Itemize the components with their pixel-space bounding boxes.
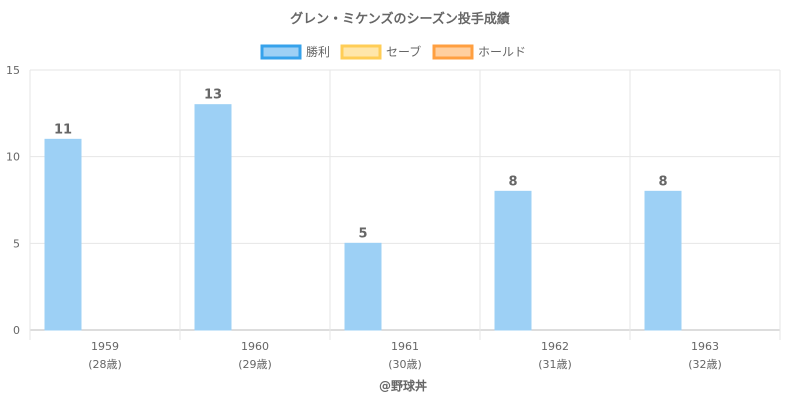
y-tick-label: 15 [6,64,20,77]
bars: 11 13 5 8 8 [44,88,682,331]
data-label: 11 [54,122,72,137]
x-tick-label: 1960 [241,340,269,353]
x-tick-label: 1961 [391,340,419,353]
legend-label: ホールド [478,45,526,59]
x-tick-sublabel: (30歳) [388,358,422,371]
legend-swatch [432,44,474,60]
x-tick-sublabel: (31歳) [538,358,572,371]
legend[interactable]: 勝利 セーブ ホールド [260,44,526,60]
bar-1959 [44,138,82,331]
x-tick-sublabel: (29歳) [238,358,272,371]
chart-title: グレン・ミケンズのシーズン投手成績 [290,11,510,27]
data-label: 8 [508,174,517,189]
x-tick-label: 1963 [691,340,719,353]
legend-label: 勝利 [306,44,330,59]
x-tick-sublabel: (28歳) [88,358,122,371]
data-label: 13 [204,88,222,103]
y-axis: 0 5 10 15 [6,64,20,337]
legend-swatch [340,44,382,60]
legend-item[interactable]: セーブ [340,44,421,60]
legend-item[interactable]: ホールド [432,44,526,60]
y-tick-label: 0 [13,324,20,337]
legend-item[interactable]: 勝利 [260,44,330,60]
legend-label: セーブ [386,44,421,59]
data-label: 5 [358,226,367,241]
data-label: 8 [658,174,667,189]
bar-1963 [644,190,682,331]
x-tick-label: 1962 [541,340,569,353]
y-tick-label: 5 [13,237,20,250]
legend-swatch [260,44,302,60]
bar-1960 [194,104,232,331]
x-tick-label: 1959 [91,340,119,353]
bar-1962 [494,190,532,331]
y-tick-label: 10 [6,151,20,164]
x-axis: 1959 (28歳) 1960 (29歳) 1961 (30歳) 1962 (31歳) 1963… [88,340,722,371]
bar-1961 [344,242,382,331]
credit: @野球丼 [379,378,427,393]
x-tick-sublabel: (32歳) [688,358,722,371]
